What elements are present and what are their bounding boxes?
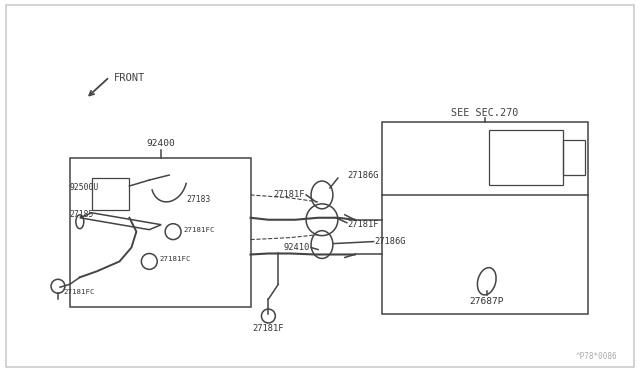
Bar: [92, 178, 129, 210]
Text: SEE SEC.270: SEE SEC.270: [451, 108, 518, 118]
Bar: [563, 140, 585, 175]
Text: 27687P: 27687P: [470, 296, 504, 306]
Text: 92500U: 92500U: [70, 183, 99, 192]
Text: 92400: 92400: [147, 139, 175, 148]
Text: FRONT: FRONT: [113, 73, 145, 83]
Text: 27181FC: 27181FC: [64, 289, 95, 295]
Bar: [70, 158, 250, 307]
Text: 27186G: 27186G: [348, 171, 380, 180]
Text: 27186G: 27186G: [374, 237, 406, 246]
Text: 92410: 92410: [284, 243, 310, 252]
Bar: [489, 131, 563, 185]
Text: 27181FC: 27181FC: [183, 227, 214, 232]
Text: 27181F: 27181F: [274, 190, 305, 199]
Text: 27185: 27185: [70, 210, 94, 219]
Text: 27181F: 27181F: [348, 220, 380, 229]
Text: 27181F: 27181F: [253, 324, 284, 333]
Bar: [381, 122, 588, 314]
Text: 27183: 27183: [186, 195, 211, 204]
Text: ^P78*0086: ^P78*0086: [576, 352, 618, 361]
Text: 27181FC: 27181FC: [159, 256, 191, 263]
